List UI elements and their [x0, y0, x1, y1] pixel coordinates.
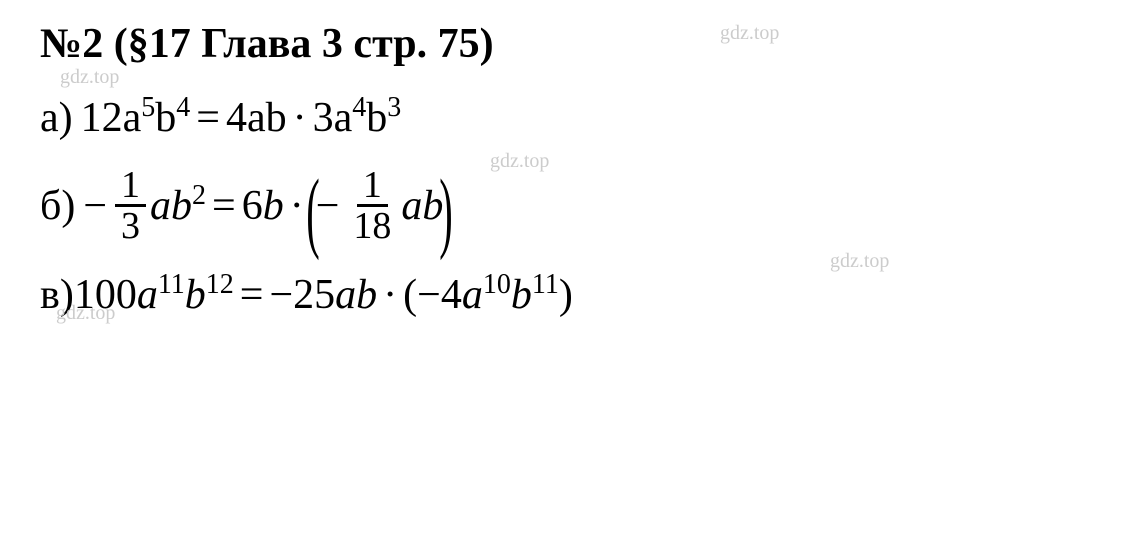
- eq-a-rhs1-coef: 4: [226, 94, 247, 142]
- eq-a-lhs-exp2: 4: [176, 92, 190, 124]
- eq-a-rhs2-exp2: 3: [387, 92, 401, 124]
- eq-b-frac1-num: 1: [115, 166, 146, 207]
- eq-c-rhs2-coef: 4: [441, 271, 462, 319]
- watermark-4: gdz.top: [56, 302, 115, 325]
- eq-c-rhs2-var1: a: [462, 271, 483, 319]
- eq-c-rhs2-var2: b: [511, 271, 532, 319]
- eq-a-rhs2-var1: a: [334, 94, 353, 142]
- eq-b-frac2-num: 1: [357, 166, 388, 207]
- eq-c-minus1: −: [269, 271, 293, 319]
- problem-title: №2 (§17 Глава 3 стр. 75): [40, 20, 1086, 68]
- eq-b-rhs1-var: b: [263, 182, 284, 230]
- watermark-5: gdz.top: [720, 22, 779, 45]
- eq-c-lhs-exp1: 11: [158, 269, 185, 301]
- eq-b-frac2-den: 18: [347, 207, 397, 245]
- watermark-2: gdz.top: [490, 150, 549, 173]
- label-b: б): [40, 182, 75, 230]
- eq-b-dot: ·: [290, 182, 304, 230]
- eq-b-lparen: (: [306, 189, 319, 234]
- eq-c-lhs-var1: a: [137, 271, 158, 319]
- eq-a-dot: ·: [293, 94, 307, 142]
- eq-c-lparen: (: [403, 271, 417, 319]
- eq-b-rparen: ): [440, 189, 453, 234]
- eq-c-rhs1-coef: 25: [293, 271, 335, 319]
- eq-c-equals: =: [240, 271, 264, 319]
- eq-a-lhs-var2: b: [155, 94, 176, 142]
- eq-b-equals: =: [212, 182, 236, 230]
- eq-b-rhs1-coef: 6: [242, 182, 263, 230]
- eq-a-lhs-coef: 12: [81, 94, 123, 142]
- eq-a-rhs1-vars: ab: [247, 94, 287, 142]
- eq-b-frac1-den: 3: [115, 207, 146, 245]
- equation-a: а) 12 a5 b4 = 4 ab · 3 a4 b3: [40, 94, 1086, 142]
- equation-b: б) − 1 3 a b2 = 6 b · ( − 1 18 a b ): [40, 166, 1086, 245]
- eq-a-lhs-exp1: 5: [141, 92, 155, 124]
- watermark-1: gdz.top: [60, 66, 119, 89]
- eq-a-rhs2-coef: 3: [313, 94, 334, 142]
- eq-b-lhs-var2: b: [171, 182, 192, 230]
- eq-a-rhs2-exp1: 4: [352, 92, 366, 124]
- eq-b-frac2: 1 18: [347, 166, 397, 245]
- eq-c-rhs2-exp2: 11: [532, 269, 559, 301]
- eq-c-lhs-var2: b: [185, 271, 206, 319]
- eq-c-dot: ·: [383, 271, 397, 319]
- equation-c: в) 100 a11 b12 = − 25 ab · ( − 4 a10 b11…: [40, 271, 1086, 319]
- eq-c-lhs-exp2: 12: [206, 269, 234, 301]
- eq-c-rparen: ): [559, 271, 573, 319]
- eq-c-rhs2-exp1: 10: [483, 269, 511, 301]
- eq-b-lhs-exp2: 2: [192, 180, 206, 212]
- eq-c-rhs1-vars: ab: [335, 271, 377, 319]
- eq-a-equals: =: [196, 94, 220, 142]
- eq-b-frac1: 1 3: [115, 166, 146, 245]
- eq-a-lhs-var1: a: [123, 94, 142, 142]
- label-a: а): [40, 94, 73, 142]
- eq-b-lhs-var1: a: [150, 182, 171, 230]
- eq-b-minus1: −: [83, 182, 107, 230]
- eq-c-minus2: −: [417, 271, 441, 319]
- eq-b-rhs2-var1: a: [401, 182, 422, 230]
- eq-a-rhs2-var2: b: [366, 94, 387, 142]
- watermark-3: gdz.top: [830, 250, 889, 273]
